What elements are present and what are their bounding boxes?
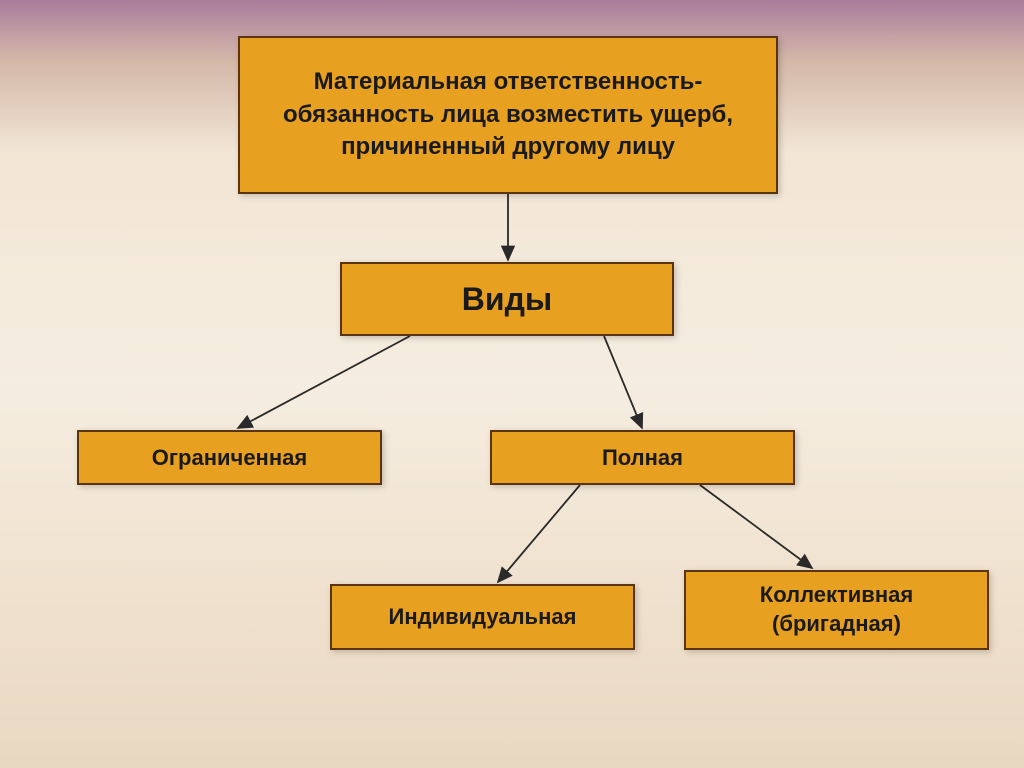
node-individual-text: Индивидуальная	[389, 604, 577, 630]
node-types-text: Виды	[462, 281, 552, 318]
node-root-text: Материальная ответственность-обязанность…	[252, 66, 764, 163]
node-limited: Ограниченная	[77, 430, 382, 485]
node-individual: Индивидуальная	[330, 584, 635, 650]
node-collective: Коллективная (бригадная)	[684, 570, 989, 650]
node-limited-text: Ограниченная	[152, 445, 307, 471]
node-types: Виды	[340, 262, 674, 336]
node-collective-text: Коллективная (бригадная)	[698, 581, 975, 638]
node-root: Материальная ответственность-обязанность…	[238, 36, 778, 194]
node-full-text: Полная	[602, 445, 683, 471]
node-full: Полная	[490, 430, 795, 485]
